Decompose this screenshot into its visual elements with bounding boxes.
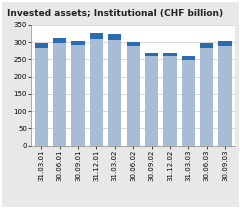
Bar: [163, 56, 177, 146]
Bar: [200, 43, 213, 48]
Bar: [108, 41, 121, 146]
Bar: [218, 46, 232, 146]
Bar: [126, 42, 140, 46]
Bar: [53, 38, 66, 43]
Bar: [90, 40, 103, 146]
Text: Invested assets; Institutional (CHF billion): Invested assets; Institutional (CHF bill…: [7, 9, 223, 18]
Bar: [163, 53, 177, 56]
Bar: [53, 43, 66, 146]
Bar: [35, 43, 48, 48]
Bar: [72, 45, 85, 146]
Bar: [72, 41, 85, 45]
Bar: [145, 53, 158, 56]
Bar: [200, 48, 213, 146]
Bar: [35, 48, 48, 146]
Bar: [108, 34, 121, 41]
Bar: [182, 56, 195, 60]
Bar: [90, 33, 103, 40]
Bar: [182, 60, 195, 146]
Bar: [126, 46, 140, 146]
Bar: [218, 41, 232, 46]
Bar: [145, 56, 158, 146]
